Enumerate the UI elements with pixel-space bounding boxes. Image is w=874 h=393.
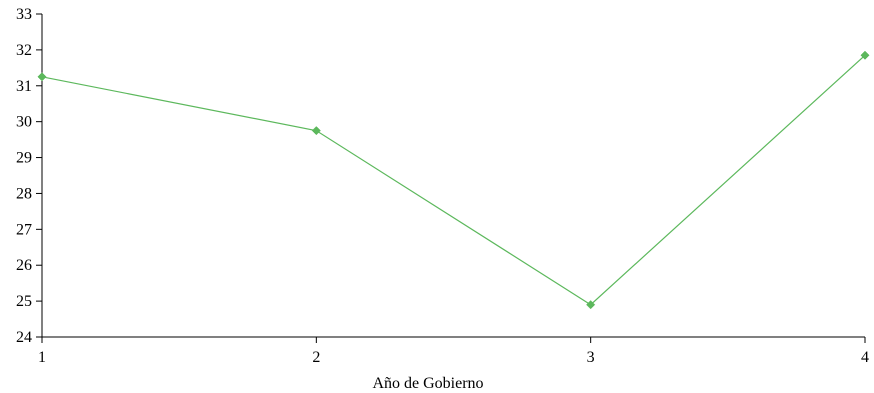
- data-point: [586, 300, 596, 310]
- y-axis: 24 25 26 27 28 29 30 31 32 33: [16, 6, 43, 346]
- data-point: [860, 50, 870, 60]
- y-tick-label: 29: [16, 150, 32, 167]
- y-tick-label: 28: [16, 185, 32, 202]
- x-tick-label: 4: [861, 349, 869, 366]
- series-layer: [37, 50, 870, 310]
- y-tick-label: 24: [16, 329, 32, 346]
- y-tick-label: 30: [16, 114, 32, 131]
- data-point: [37, 72, 47, 82]
- data-point: [311, 126, 321, 136]
- x-axis: 1 2 3 4: [38, 336, 869, 366]
- y-tick-label: 27: [16, 221, 32, 238]
- x-tick-label: 1: [38, 349, 46, 366]
- y-tick-label: 25: [16, 293, 32, 310]
- x-tick-label: 2: [312, 349, 320, 366]
- x-axis-title: Año de Gobierno: [372, 375, 483, 392]
- y-tick-label: 33: [16, 6, 32, 23]
- y-tick-label: 26: [16, 257, 32, 274]
- series-line: [41, 54, 866, 306]
- x-tick-label: 3: [587, 349, 595, 366]
- y-tick-label: 31: [16, 78, 32, 95]
- y-tick-label: 32: [16, 42, 32, 59]
